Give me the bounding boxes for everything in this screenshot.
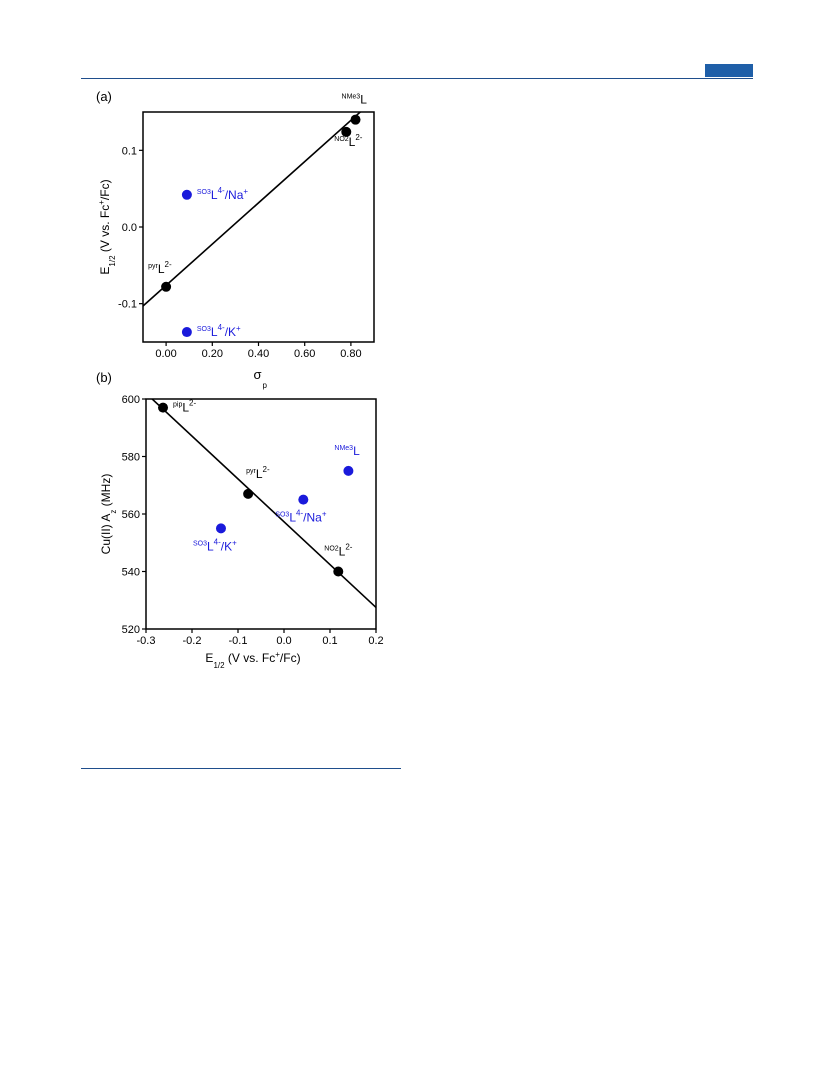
chart-panel-a: (a) 0.00 0.20 0.40 0.60 0.80 -0.1 0.0 0.1 σp E1/2 … [96,89,375,390]
x-tick-label-b: 0.1 [322,635,337,647]
data-point-label-a: NMe3L [342,93,368,107]
header-accent-tab [705,64,753,77]
data-point-a [350,114,361,125]
y-axis-label-a: E1/2 (V vs. Fc+/Fc) [97,179,117,274]
panel-label-a: (a) [96,89,112,104]
panel-label-b: (b) [96,370,112,385]
x-axis-label-a: σp [254,367,268,390]
x-tick-label-b: 0.2 [368,635,383,647]
x-axis-label-b: E1/2 (V vs. Fc+/Fc) [205,650,300,670]
footnote-rule [81,768,401,769]
data-point-label-b: SO3L4-/K+ [193,537,237,553]
x-tick-label-b: -0.2 [183,635,202,647]
data-point-label-b: NO2L2- [324,543,353,559]
data-point-a [341,126,352,137]
data-point-label-b: NMe3L [334,444,360,458]
data-point-label-a: SO3L4-/K+ [197,323,241,339]
y-axis-label-b: Cu(II) Az (MHz) [99,474,118,555]
fit-line-a [143,112,362,307]
y-tick-label-b: 540 [122,567,140,579]
y-tick-label-b: 580 [122,452,140,464]
data-point-label-a: pyrL2- [148,260,172,276]
x-tick-label-a: 0.40 [248,348,269,360]
data-point-label-b: pyrL2- [246,465,270,481]
x-tick-label-b: 0.0 [276,635,291,647]
data-point-label-b: pipL2- [173,399,196,415]
data-point-b [158,402,169,413]
x-tick-label-a: 0.60 [294,348,315,360]
y-tick-label-a: 0.1 [122,145,137,157]
chart-panel-b: (b) -0.3 -0.2 -0.1 0.0 0.1 0.2 520 540 560 580 600 E… [96,370,384,670]
data-point-a [181,327,192,338]
data-point-label-a: NO2L2- [334,133,363,149]
data-point-a [161,281,172,292]
x-tick-label-b: -0.1 [229,635,248,647]
x-tick-label-a: 0.80 [340,348,361,360]
y-tick-label-b: 520 [122,624,140,636]
data-point-b [298,494,309,505]
data-point-a [181,189,192,200]
x-tick-label-a: 0.20 [202,348,223,360]
y-tick-label-b: 600 [122,394,140,406]
data-point-b [343,465,354,476]
x-tick-label-b: -0.3 [137,635,156,647]
data-point-b [215,523,226,534]
plot-frame-a [142,111,375,343]
header-rule [81,78,753,79]
x-tick-label-a: 0.00 [155,348,176,360]
y-tick-label-a: 0.0 [122,222,137,234]
data-point-b [243,488,254,499]
data-point-label-a: SO3L4-/Na+ [197,186,249,202]
y-tick-label-b: 560 [122,509,140,521]
data-point-label-b: SO3L4-/Na+ [275,509,327,525]
plot-frame-b [145,398,377,630]
y-tick-label-a: -0.1 [118,299,137,311]
fit-line-b [150,399,376,609]
data-point-b [333,566,344,577]
